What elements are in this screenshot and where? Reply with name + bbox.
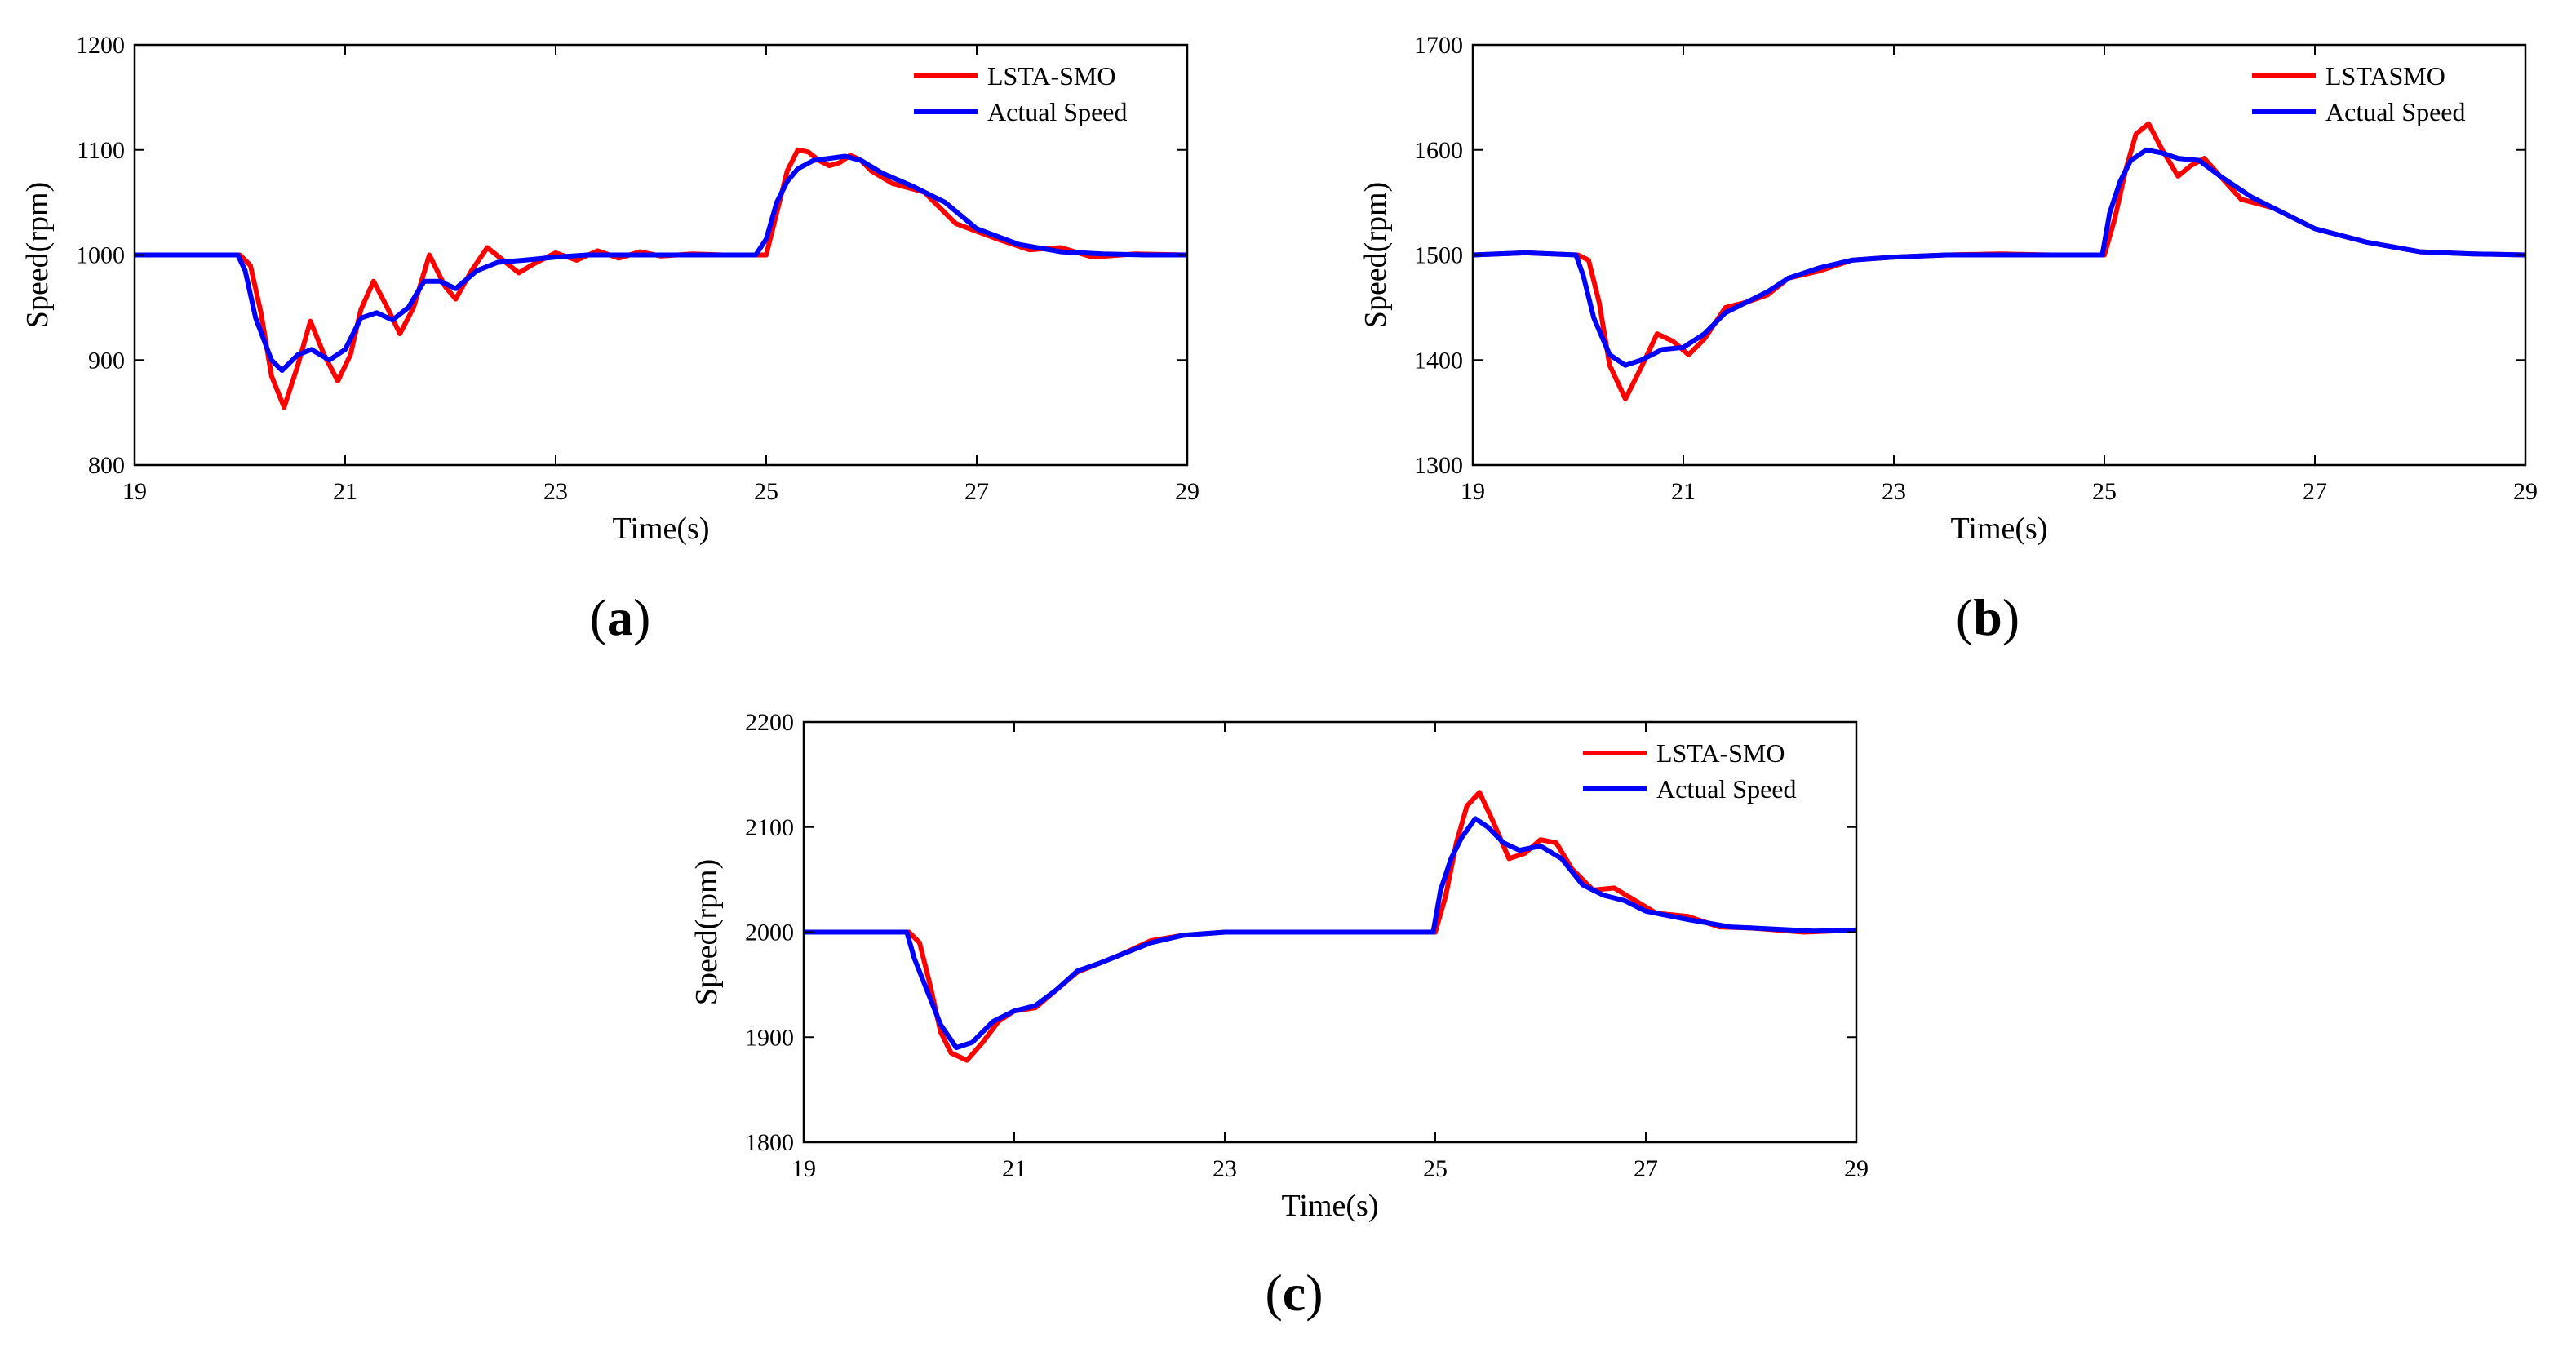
chart-c-ytick-label-1: 1900 [745, 1024, 794, 1051]
chart-c-xtick-label-3: 25 [1423, 1155, 1448, 1182]
chart-b-ytick-label-3: 1600 [1414, 137, 1463, 164]
chart-b-series-1-line [1473, 147, 2525, 368]
caption-b-letter: b [1973, 588, 2002, 646]
chart-a-ytick-label-1: 900 [88, 347, 125, 374]
caption-b-open: ( [1955, 588, 1974, 646]
chart-a-ytick-label-3: 1100 [77, 137, 125, 164]
chart-c-ytick-label-4: 2200 [745, 709, 794, 736]
chart-b-xtick-label-1: 21 [1671, 478, 1696, 505]
chart-a-legend-label-1: Actual Speed [987, 97, 1128, 126]
chart-b-ytick-label-0: 1300 [1414, 452, 1463, 479]
chart-c-xtick-label-5: 29 [1844, 1155, 1869, 1182]
caption-c-open: ( [1265, 1264, 1283, 1322]
chart-panel-c: 19 21 23 25 27 29 1800 1900 2000 2100 2200 Time(s) S… [669, 677, 1893, 1248]
chart-a-xtick-label-2: 23 [543, 478, 568, 505]
chart-a-xtick-label-0: 19 [122, 478, 147, 505]
chart-panel-b: 19 21 23 25 27 29 1300 1400 1500 1600 1700 Time(s) S… [1338, 0, 2562, 571]
chart-a-xlabel: Time(s) [613, 512, 710, 546]
chart-a-legend-label-0: LSTA-SMO [987, 61, 1115, 91]
caption-b: (b) [1906, 587, 2069, 648]
chart-b-ytick-label-4: 1700 [1414, 32, 1463, 59]
chart-panel-a: 19 21 23 25 27 29 800 900 1000 1100 1200 Time(s) Spe… [0, 0, 1224, 571]
chart-a-xtick-label-1: 21 [333, 478, 357, 505]
chart-b-xtick-label-3: 25 [2092, 478, 2117, 505]
caption-b-close: ) [2002, 588, 2020, 646]
caption-c: (c) [1213, 1263, 1376, 1323]
chart-c-ylabel: Speed(rpm) [689, 859, 724, 1005]
chart-c-ytick-label-3: 2100 [745, 814, 794, 841]
caption-a-open: ( [589, 588, 607, 646]
chart-a-xtick-label-4: 27 [964, 478, 989, 505]
chart-c-xtick-label-2: 23 [1213, 1155, 1237, 1182]
chart-c-ytick-label-0: 1800 [745, 1129, 794, 1156]
chart-b-legend-label-1: Actual Speed [2325, 97, 2466, 126]
chart-c-series-1-line [804, 816, 1856, 1051]
caption-c-letter: c [1282, 1264, 1306, 1322]
chart-b-xlabel: Time(s) [1951, 512, 2048, 546]
chart-a-ylabel: Speed(rpm) [20, 182, 55, 328]
chart-a-series-1-line [135, 153, 1187, 374]
chart-b-svg: 19 21 23 25 27 29 1300 1400 1500 1600 1700 Time(s) S… [1359, 32, 2538, 546]
caption-a: (a) [539, 587, 702, 648]
chart-a-xtick-label-3: 25 [754, 478, 778, 505]
chart-c-ytick-label-2: 2000 [745, 919, 794, 946]
chart-a-series-0-line [135, 147, 1187, 410]
chart-c-xtick-label-1: 21 [1002, 1155, 1026, 1182]
chart-c-series-0-line [804, 790, 1856, 1063]
chart-c-svg: 19 21 23 25 27 29 1800 1900 2000 2100 2200 Time(s) S… [689, 709, 1869, 1223]
caption-a-letter: a [607, 588, 633, 646]
chart-a-svg: 19 21 23 25 27 29 800 900 1000 1100 1200 Time(s) Spe… [20, 32, 1199, 546]
chart-a-ytick-label-4: 1200 [76, 32, 125, 59]
chart-b-xtick-label-4: 27 [2303, 478, 2327, 505]
chart-b-ytick-label-2: 1500 [1414, 242, 1463, 269]
chart-b-xtick-label-2: 23 [1882, 478, 1906, 505]
chart-c-xtick-label-4: 27 [1634, 1155, 1658, 1182]
chart-b-xtick-label-5: 29 [2513, 478, 2538, 505]
chart-a-ytick-label-2: 1000 [76, 242, 125, 269]
chart-b-ytick-label-1: 1400 [1414, 347, 1463, 374]
caption-a-close: ) [633, 588, 651, 646]
chart-a-xtick-label-5: 29 [1175, 478, 1199, 505]
chart-a-ytick-label-0: 800 [88, 452, 125, 479]
chart-c-legend-label-1: Actual Speed [1656, 774, 1797, 804]
chart-c-xtick-label-0: 19 [791, 1155, 816, 1182]
chart-b-xtick-label-0: 19 [1461, 478, 1485, 505]
chart-b-legend-label-0: LSTASMO [2325, 61, 2445, 91]
chart-c-legend-label-0: LSTA-SMO [1656, 738, 1785, 768]
chart-b-series-0-line [1473, 121, 2525, 401]
chart-b-ylabel: Speed(rpm) [1359, 182, 1393, 328]
chart-c-xlabel: Time(s) [1282, 1189, 1379, 1223]
caption-c-close: ) [1306, 1264, 1323, 1322]
